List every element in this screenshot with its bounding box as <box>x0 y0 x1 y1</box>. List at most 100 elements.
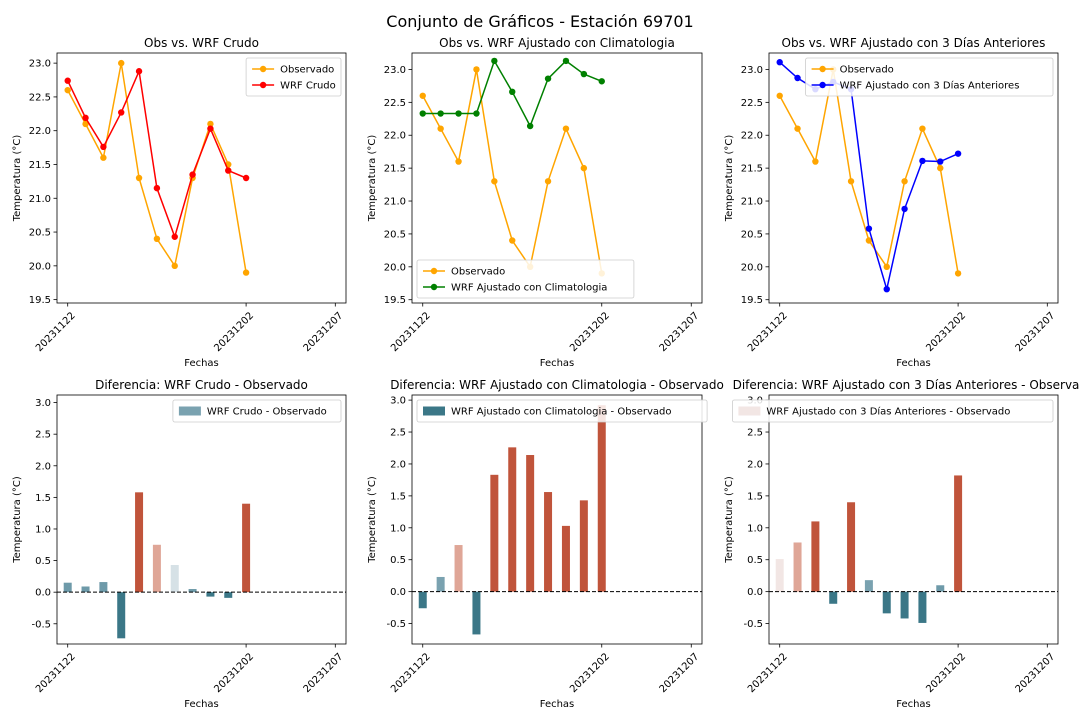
data-point <box>473 110 480 117</box>
data-point <box>776 92 783 99</box>
legend-label: Observado <box>451 267 505 278</box>
legend: WRF Ajustado con 3 Días Anteriores - Obs… <box>732 399 1054 423</box>
legend: Observado WRF Ajustado con 3 Días Anterio… <box>805 57 1054 97</box>
legend: Observado WRF Ajustado con Climatologia <box>416 259 635 299</box>
data-point <box>419 110 426 117</box>
x-tick-label: 20231207 <box>302 310 346 354</box>
legend-swatch-marker <box>430 283 438 291</box>
bar <box>882 591 891 614</box>
x-tick-label: 20231122 <box>746 310 790 354</box>
y-tick-label: 1.0 <box>35 524 51 535</box>
y-tick-label: 23.0 <box>741 65 763 76</box>
data-point <box>937 164 944 172</box>
data-point <box>901 178 908 185</box>
x-tick-label: 20231122 <box>34 651 78 695</box>
data-point <box>437 125 444 132</box>
y-tick-label: 22.0 <box>741 131 763 142</box>
chart-title: Obs vs. WRF Ajustado con Climatologia <box>439 36 675 50</box>
data-point <box>419 92 426 99</box>
y-tick-label: 0.5 <box>747 555 763 566</box>
x-tick-label: 20231207 <box>302 651 346 695</box>
chart-panel-3: Obs vs. WRF Ajustado con 3 Días Anterior… <box>724 36 1059 369</box>
data-point <box>919 157 926 165</box>
data-point <box>544 178 552 185</box>
data-point <box>883 285 890 293</box>
data-point <box>919 125 926 132</box>
legend-swatch-marker <box>430 267 438 275</box>
bar <box>793 542 802 592</box>
x-axis-label: Fechas <box>540 699 575 710</box>
bar <box>508 447 517 592</box>
legend-swatch <box>178 406 201 416</box>
legend-label: Observado <box>280 65 334 76</box>
x-tick-label: 20231202 <box>924 651 968 695</box>
x-tick-label: 20231202 <box>568 651 612 695</box>
chart-title: Obs vs. WRF Crudo <box>144 36 259 50</box>
bar <box>811 521 820 592</box>
legend-box <box>416 399 708 423</box>
y-tick-label: 2.0 <box>35 461 51 472</box>
axes-frame <box>56 394 347 645</box>
data-point <box>562 125 570 132</box>
legend-box <box>805 57 1054 97</box>
bar <box>117 592 126 639</box>
axes-frame <box>411 52 703 304</box>
figure-title: Conjunto de Gráficos - Estación 69701 <box>386 12 693 31</box>
data-point <box>437 110 444 117</box>
x-tick-label: 20231122 <box>746 651 790 695</box>
data-point <box>118 59 125 67</box>
data-point <box>100 143 107 151</box>
x-axis-label: Fechas <box>184 358 219 369</box>
y-tick-label: -0.5 <box>31 619 51 630</box>
chart-panel-4: Diferencia: WRF Crudo - Observado -0.5 0.0… <box>12 378 347 710</box>
y-tick-label: 21.0 <box>741 197 763 208</box>
bar <box>561 525 570 592</box>
bar <box>436 576 445 592</box>
y-tick-label: 3.0 <box>35 398 51 409</box>
data-point <box>189 171 196 178</box>
data-point <box>491 178 498 185</box>
y-tick-label: 22.5 <box>741 98 763 109</box>
data-point <box>473 66 480 73</box>
y-tick-label: 0.5 <box>35 556 51 567</box>
data-point <box>937 158 944 165</box>
bar <box>454 545 463 592</box>
bar <box>242 503 251 593</box>
bar <box>152 544 161 593</box>
bar <box>99 582 108 593</box>
axes-frame <box>768 394 1059 645</box>
data-point <box>242 269 250 276</box>
data-point <box>544 75 552 82</box>
chart-panel-6: Diferencia: WRF Ajustado con 3 Días Ante… <box>724 378 1080 710</box>
bar <box>472 591 481 635</box>
y-tick-label: 19.5 <box>741 295 763 306</box>
legend-box <box>245 57 342 97</box>
bar <box>188 589 197 593</box>
data-point <box>207 125 214 132</box>
bar <box>936 585 945 592</box>
x-tick-label: 20231207 <box>658 651 702 695</box>
bar <box>418 591 427 609</box>
data-point <box>526 122 534 130</box>
y-tick-label: 21.5 <box>29 160 51 171</box>
y-tick-label: 22.0 <box>29 126 51 137</box>
y-tick-label: 1.0 <box>390 523 406 534</box>
data-point <box>865 237 873 244</box>
x-tick-label: 20231122 <box>34 310 78 354</box>
data-point <box>883 263 890 271</box>
x-tick-label: 20231207 <box>1014 651 1058 695</box>
x-axis-label: Fechas <box>896 699 931 710</box>
y-tick-label: 1.5 <box>390 491 406 502</box>
bar <box>918 591 927 623</box>
y-tick-label: 2.5 <box>35 430 51 441</box>
data-point <box>901 205 908 213</box>
x-axis-label: Fechas <box>896 358 931 369</box>
y-axis-label: Temperatura (°C) <box>724 476 735 564</box>
y-tick-label: -0.5 <box>386 619 406 630</box>
data-point <box>135 68 143 75</box>
data-point <box>580 164 588 172</box>
axes-frame <box>411 394 703 645</box>
y-tick-label: 1.0 <box>747 523 763 534</box>
data-point <box>455 110 462 117</box>
